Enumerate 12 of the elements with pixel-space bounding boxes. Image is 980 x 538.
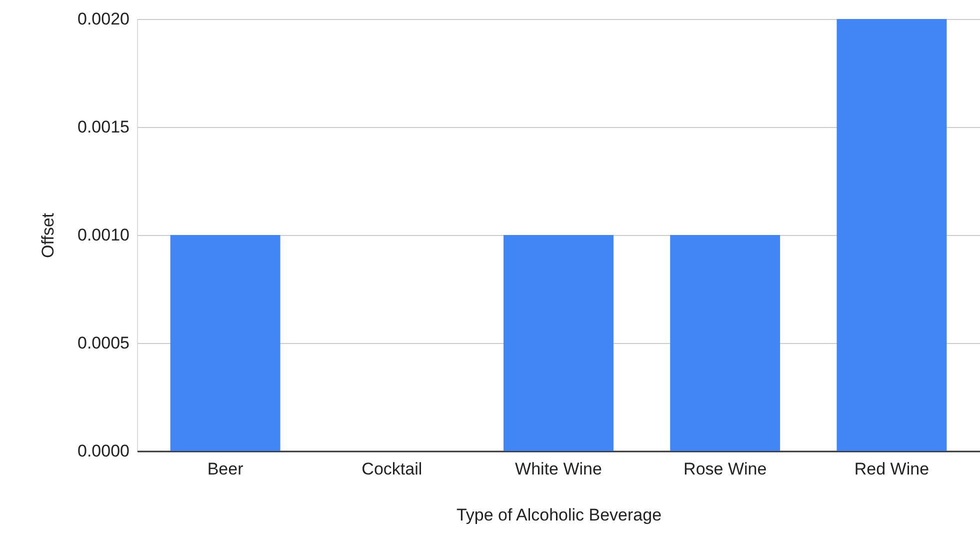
- x-tick-label: Beer: [207, 460, 244, 478]
- y-tick-label: 0.0020: [78, 10, 130, 28]
- y-tick-label: 0.0000: [78, 442, 130, 460]
- y-tick-label: 0.0010: [78, 226, 130, 244]
- y-axis-title: Offset: [38, 212, 58, 258]
- x-tick-label: Rose Wine: [684, 460, 767, 478]
- x-tick-label: White Wine: [515, 460, 602, 478]
- y-tick-label: 0.0015: [78, 118, 130, 136]
- x-tick-label: Cocktail: [362, 460, 422, 478]
- y-tick-label: 0.0005: [78, 334, 130, 352]
- x-axis-title: Type of Alcoholic Beverage: [456, 506, 662, 524]
- x-tick-label: Red Wine: [854, 460, 930, 478]
